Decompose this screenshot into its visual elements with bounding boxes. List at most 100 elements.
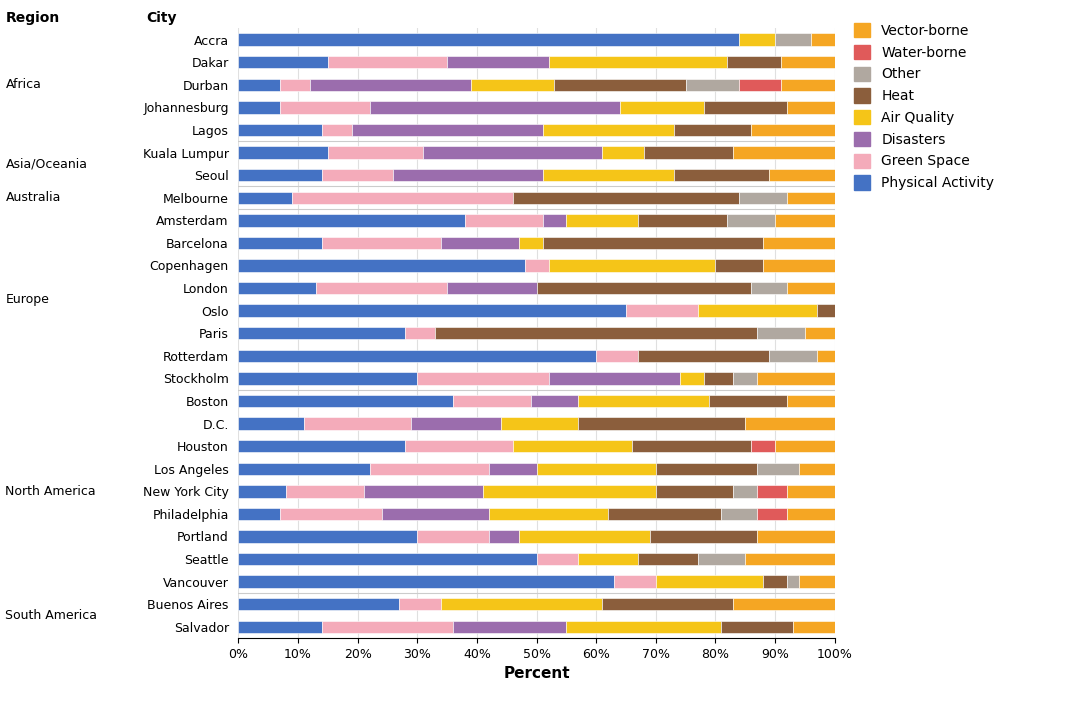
Bar bbox=[238, 350, 596, 362]
Bar bbox=[513, 440, 632, 452]
Bar bbox=[579, 395, 710, 407]
Bar bbox=[811, 33, 835, 46]
Bar bbox=[780, 56, 835, 69]
Bar bbox=[382, 508, 489, 520]
Bar bbox=[656, 576, 763, 588]
Bar bbox=[543, 214, 566, 227]
Bar bbox=[698, 304, 817, 317]
Bar bbox=[746, 418, 835, 430]
Bar bbox=[817, 350, 835, 362]
Bar bbox=[238, 530, 417, 542]
Bar bbox=[739, 79, 780, 91]
Bar bbox=[327, 146, 423, 159]
Bar bbox=[787, 576, 799, 588]
Bar bbox=[674, 124, 751, 136]
Bar bbox=[620, 101, 704, 113]
Bar bbox=[757, 462, 799, 475]
Bar bbox=[674, 169, 770, 182]
Bar bbox=[519, 530, 650, 542]
Bar bbox=[596, 350, 637, 362]
Bar bbox=[238, 462, 370, 475]
Bar bbox=[787, 485, 835, 498]
Bar bbox=[238, 79, 280, 91]
Bar bbox=[656, 485, 733, 498]
Bar bbox=[304, 418, 412, 430]
Bar bbox=[238, 237, 322, 249]
Bar bbox=[238, 33, 739, 46]
Bar bbox=[549, 56, 727, 69]
Bar bbox=[405, 327, 435, 340]
Bar bbox=[513, 191, 739, 204]
Bar bbox=[447, 282, 537, 294]
Bar bbox=[238, 214, 465, 227]
Bar bbox=[531, 395, 579, 407]
Bar bbox=[537, 282, 751, 294]
Bar bbox=[733, 598, 835, 610]
Bar bbox=[292, 191, 513, 204]
Bar bbox=[238, 191, 292, 204]
Bar bbox=[286, 485, 364, 498]
Bar bbox=[566, 620, 722, 633]
X-axis label: Percent: Percent bbox=[503, 666, 570, 681]
Bar bbox=[746, 553, 835, 565]
Bar bbox=[238, 620, 322, 633]
Bar bbox=[472, 79, 554, 91]
Bar bbox=[787, 191, 835, 204]
Bar bbox=[453, 395, 531, 407]
Bar bbox=[751, 124, 835, 136]
Bar bbox=[603, 146, 644, 159]
Bar bbox=[405, 440, 513, 452]
Bar bbox=[733, 372, 757, 384]
Bar bbox=[757, 530, 835, 542]
Bar bbox=[238, 327, 405, 340]
Bar bbox=[370, 101, 620, 113]
Bar bbox=[704, 372, 733, 384]
Bar bbox=[637, 214, 727, 227]
Bar bbox=[739, 191, 787, 204]
Bar bbox=[322, 169, 393, 182]
Bar bbox=[751, 440, 775, 452]
Bar bbox=[775, 214, 835, 227]
Bar bbox=[412, 418, 501, 430]
Bar bbox=[280, 101, 370, 113]
Bar bbox=[238, 576, 614, 588]
Bar bbox=[453, 620, 566, 633]
Bar bbox=[727, 214, 775, 227]
Bar bbox=[238, 124, 322, 136]
Bar bbox=[715, 259, 763, 272]
Bar bbox=[238, 395, 453, 407]
Bar bbox=[722, 508, 757, 520]
Bar bbox=[483, 485, 656, 498]
Bar bbox=[757, 485, 787, 498]
Bar bbox=[238, 304, 627, 317]
Bar bbox=[614, 576, 656, 588]
Bar bbox=[704, 101, 787, 113]
Text: City: City bbox=[146, 11, 177, 25]
Bar bbox=[627, 304, 698, 317]
Bar bbox=[310, 79, 472, 91]
Bar bbox=[733, 485, 757, 498]
Bar bbox=[733, 146, 835, 159]
Bar bbox=[441, 237, 518, 249]
Bar bbox=[501, 418, 579, 430]
Bar bbox=[757, 508, 787, 520]
Bar bbox=[537, 462, 656, 475]
Bar bbox=[543, 237, 763, 249]
Bar bbox=[780, 79, 835, 91]
Bar bbox=[770, 169, 835, 182]
Bar bbox=[698, 553, 746, 565]
Bar bbox=[770, 350, 817, 362]
Bar bbox=[549, 372, 680, 384]
Bar bbox=[417, 372, 549, 384]
Bar bbox=[751, 282, 787, 294]
Bar bbox=[554, 79, 685, 91]
Bar bbox=[566, 214, 637, 227]
Bar bbox=[489, 508, 608, 520]
Bar bbox=[238, 169, 322, 182]
Bar bbox=[327, 56, 447, 69]
Legend: Vector-borne, Water-borne, Other, Heat, Air Quality, Disasters, Green Space, Phy: Vector-borne, Water-borne, Other, Heat, … bbox=[853, 23, 994, 190]
Bar bbox=[804, 327, 835, 340]
Bar bbox=[238, 508, 280, 520]
Bar bbox=[579, 553, 637, 565]
Text: Africa: Africa bbox=[5, 78, 41, 91]
